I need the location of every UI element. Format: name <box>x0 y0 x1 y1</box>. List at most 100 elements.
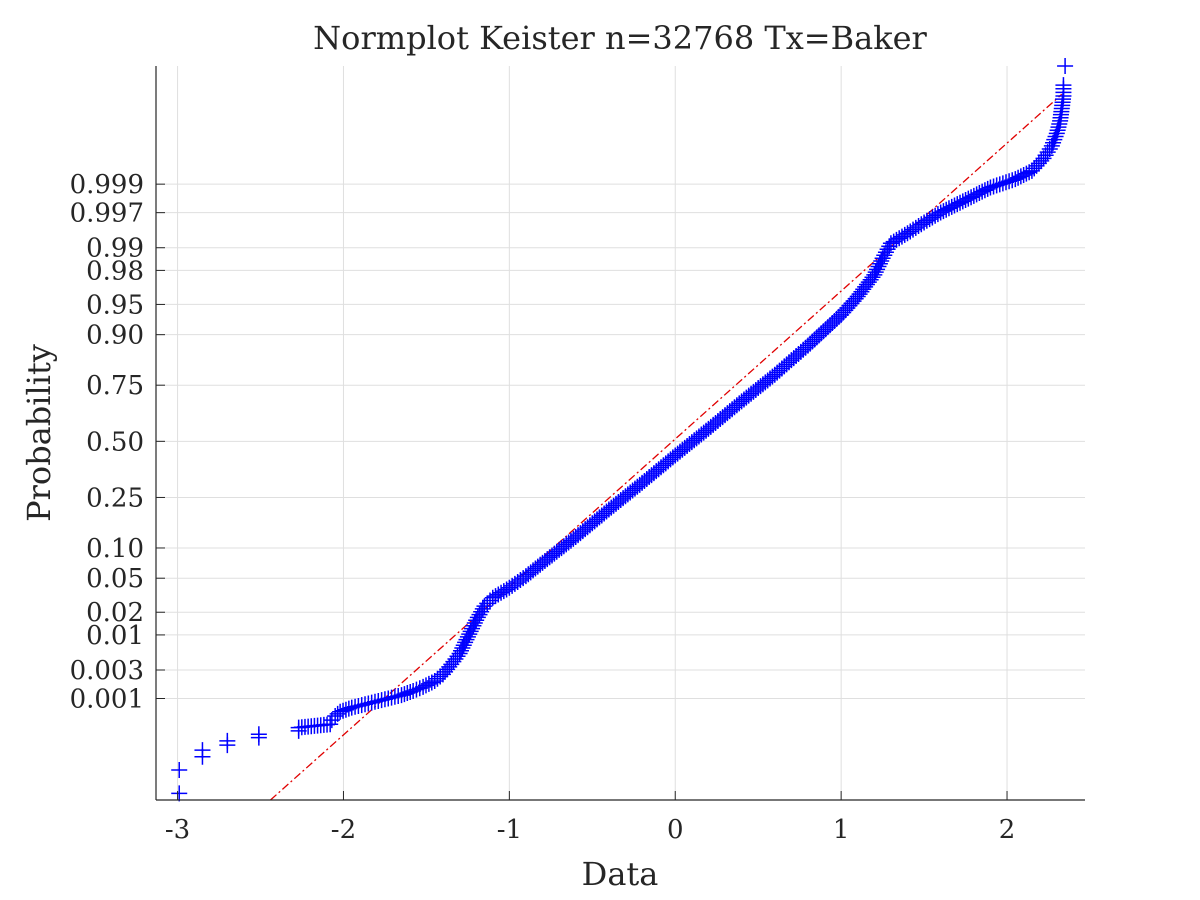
data-markers <box>171 58 1074 802</box>
grid-lines <box>156 66 1085 800</box>
data-point <box>1048 125 1065 142</box>
data-point <box>985 178 1002 195</box>
y-tick-label: 0.95 <box>86 290 144 320</box>
data-point <box>835 304 852 321</box>
y-tick-label: 0.10 <box>86 534 144 564</box>
y-tick-label: 0.003 <box>70 656 144 686</box>
data-point <box>997 174 1014 191</box>
data-point <box>194 742 211 759</box>
y-axis-label: Probability <box>20 344 58 522</box>
data-point <box>841 297 858 314</box>
x-ticks: -3 -2 -1 0 1 2 <box>165 791 1015 845</box>
data-point <box>991 176 1008 193</box>
data-point <box>1047 128 1064 145</box>
data-point <box>1043 137 1060 154</box>
y-tick-label: 0.25 <box>86 483 144 513</box>
y-tick-label: 0.90 <box>86 321 144 351</box>
data-point <box>830 308 847 325</box>
data-point <box>250 726 267 743</box>
data-point <box>353 697 370 714</box>
x-tick-label: 2 <box>999 815 1016 845</box>
data-point <box>1039 144 1056 161</box>
data-point <box>815 323 832 340</box>
data-point <box>360 695 377 712</box>
data-point <box>1037 147 1054 164</box>
data-point <box>390 687 407 704</box>
data-point <box>822 317 839 334</box>
data-point <box>373 692 390 709</box>
data-point <box>411 680 428 697</box>
data-point <box>1049 122 1066 139</box>
data-point <box>402 684 419 701</box>
y-tick-label: 0.02 <box>86 598 144 628</box>
data-point <box>843 295 860 312</box>
data-point <box>363 694 380 711</box>
data-point <box>357 696 374 713</box>
data-point <box>806 331 823 348</box>
data-point <box>322 716 339 733</box>
data-point <box>994 175 1011 192</box>
data-point <box>366 693 383 710</box>
data-point <box>1041 141 1058 158</box>
data-point <box>219 732 236 749</box>
axes <box>155 66 1085 801</box>
data-point <box>802 335 819 352</box>
data-point <box>405 682 422 699</box>
data-point <box>1057 58 1074 74</box>
data-point <box>1001 173 1018 190</box>
data-point <box>799 337 816 354</box>
data-point <box>171 785 188 802</box>
data-point <box>1045 134 1062 151</box>
data-point <box>826 312 843 329</box>
data-point <box>1050 119 1067 136</box>
data-point <box>1035 150 1052 167</box>
data-point <box>839 299 856 316</box>
data-point <box>804 333 821 350</box>
y-tick-label: 0.001 <box>70 684 144 714</box>
reference-line <box>270 93 1063 801</box>
x-tick-label: -1 <box>497 815 522 845</box>
data-point <box>343 699 360 716</box>
data-point <box>376 691 393 708</box>
x-tick-label: 1 <box>833 815 850 845</box>
y-tick-label: 0.01 <box>86 621 144 651</box>
data-point <box>833 306 850 323</box>
data-point <box>1055 77 1072 94</box>
data-point <box>370 692 387 709</box>
y-tick-label: 0.50 <box>86 427 144 457</box>
data-point <box>837 302 854 319</box>
x-tick-label: -2 <box>331 815 356 845</box>
y-tick-label: 0.05 <box>86 564 144 594</box>
y-tick-label: 0.997 <box>70 199 144 229</box>
x-tick-label: 0 <box>667 815 684 845</box>
x-axis-label: Data <box>582 855 659 893</box>
data-point <box>982 179 999 196</box>
chart-title: Normplot Keister n=32768 Tx=Baker <box>313 19 927 57</box>
data-point <box>383 689 400 706</box>
data-point <box>813 325 830 342</box>
x-tick-label: -3 <box>165 815 190 845</box>
data-point <box>817 321 834 338</box>
data-point <box>171 762 188 779</box>
reference-line-layer <box>270 93 1063 801</box>
y-tick-label: 0.999 <box>70 170 144 200</box>
data-point <box>350 697 367 714</box>
data-point <box>347 698 364 715</box>
data-point <box>819 319 836 336</box>
data-point <box>1051 116 1068 133</box>
data-point <box>380 690 397 707</box>
y-tick-label: 0.99 <box>86 234 144 264</box>
data-point <box>811 327 828 344</box>
data-point <box>408 681 425 698</box>
data-point <box>340 700 357 717</box>
data-point <box>808 329 825 346</box>
y-tick-label: 0.75 <box>86 371 144 401</box>
data-point <box>824 315 841 332</box>
data-point <box>797 339 814 356</box>
data-point <box>386 688 403 705</box>
y-tick-label: 0.98 <box>86 256 144 286</box>
data-point <box>1046 131 1063 148</box>
data-point <box>988 177 1005 194</box>
